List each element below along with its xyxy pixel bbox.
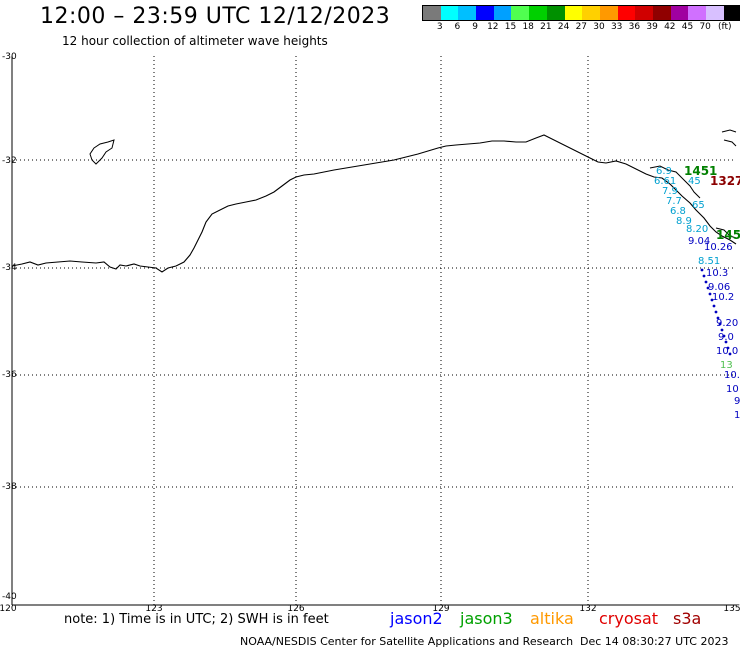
legend-label: 6 bbox=[454, 22, 461, 32]
lat-tick-34: -34 bbox=[2, 263, 17, 273]
track-time-label: 1451 bbox=[684, 164, 718, 178]
legend-sat-jason3: jason3 bbox=[460, 609, 513, 628]
color-scale-labels: 3 6 9 12 15 18 21 24 27 30 33 36 39 42 45 70 bbox=[422, 22, 732, 34]
wave-height-value: 65 bbox=[692, 200, 705, 211]
wave-height-value: 6.61 bbox=[654, 176, 677, 187]
generation-timestamp: Dec 14 08:30:27 UTC 2023 bbox=[580, 635, 729, 648]
legend-swatch bbox=[635, 6, 653, 20]
legend-label: 42 bbox=[664, 22, 676, 32]
legend-swatch bbox=[493, 6, 512, 20]
legend-label: 36 bbox=[628, 22, 641, 32]
legend-swatch bbox=[599, 6, 618, 20]
legend-label: 18 bbox=[522, 22, 534, 32]
legend-sat-jason2: jason2 bbox=[390, 609, 443, 628]
legend-swatch bbox=[546, 6, 565, 20]
wave-height-value: 8.51 bbox=[698, 256, 721, 267]
wave-height-value: 8.20 bbox=[686, 224, 709, 235]
legend-label: 24 bbox=[557, 22, 570, 32]
lon-tick-135: 135 bbox=[723, 604, 740, 614]
lat-tick-32: -32 bbox=[2, 156, 17, 166]
legend-swatch bbox=[688, 6, 706, 20]
wave-height-value: 10.0 bbox=[716, 346, 739, 357]
legend-swatch bbox=[458, 6, 477, 20]
legend-swatch bbox=[723, 6, 740, 20]
wave-height-value: 10.26 bbox=[704, 242, 733, 253]
legend-label: 15 bbox=[504, 22, 517, 32]
legend-swatch bbox=[423, 6, 441, 20]
coastline bbox=[11, 134, 737, 273]
legend-label: 30 bbox=[593, 22, 605, 32]
lat-tick-36: -36 bbox=[2, 370, 17, 380]
lon-tick-132: 132 bbox=[579, 604, 597, 614]
legend-label: 33 bbox=[610, 22, 623, 32]
gulf-coast-2 bbox=[715, 227, 737, 239]
wave-height-value: 10 bbox=[726, 384, 739, 395]
legend-swatch bbox=[706, 6, 724, 20]
wave-height-value: 45 bbox=[688, 176, 701, 187]
map-grid bbox=[12, 56, 736, 605]
legend-swatch bbox=[582, 6, 600, 20]
legend-label: 39 bbox=[646, 22, 658, 32]
wave-height-value: 7.7 bbox=[666, 196, 682, 207]
lat-tick-30: -30 bbox=[2, 52, 17, 62]
legend-label: 27 bbox=[575, 22, 588, 32]
legend-swatch bbox=[617, 6, 636, 20]
lon-tick-129: 129 bbox=[432, 604, 450, 614]
legend-swatch bbox=[476, 6, 494, 20]
color-scale-unit: (ft) bbox=[718, 22, 732, 32]
satellite-track-points bbox=[700, 268, 732, 356]
wave-height-value: 9 bbox=[734, 396, 740, 407]
legend-swatch bbox=[511, 6, 530, 20]
wave-height-value: 7.9 bbox=[662, 186, 678, 197]
legend-label: 3 bbox=[436, 22, 443, 32]
legend-label: 45 bbox=[681, 22, 694, 32]
lon-tick-120: 120 bbox=[0, 604, 17, 614]
wave-height-value: 9.0 bbox=[718, 332, 734, 343]
legend-sat-cryosat: cryosat bbox=[599, 609, 659, 628]
legend-swatch bbox=[652, 6, 671, 20]
legend-sat-s3a: s3a bbox=[673, 609, 702, 628]
wave-height-value: 1 bbox=[734, 410, 740, 421]
legend-label: 21 bbox=[540, 22, 552, 32]
wave-height-value: 9.20 bbox=[716, 318, 739, 329]
wave-height-value: 9.04 bbox=[688, 236, 711, 247]
lon-tick-126: 126 bbox=[287, 604, 305, 614]
lat-tick-40: -40 bbox=[2, 592, 17, 602]
wave-height-value: 13 bbox=[720, 360, 733, 371]
wave-height-value: 10. bbox=[724, 370, 740, 381]
legend-swatch bbox=[440, 6, 459, 20]
legend-label: 12 bbox=[487, 22, 499, 32]
wave-height-value: 10.3 bbox=[706, 268, 729, 279]
map-subtitle: 12 hour collection of altimeter wave hei… bbox=[62, 34, 328, 48]
wave-height-value: 10.2 bbox=[712, 292, 735, 303]
legend-label: 70 bbox=[699, 22, 711, 32]
lon-tick-123: 123 bbox=[145, 604, 163, 614]
footer-note: note: 1) Time is in UTC; 2) SWH is in fe… bbox=[64, 612, 329, 627]
track-time-label: 1452 bbox=[716, 228, 740, 242]
gulf-coast bbox=[649, 165, 701, 199]
lat-tick-38: -38 bbox=[2, 482, 17, 492]
legend-swatch bbox=[529, 6, 547, 20]
island-east-edge bbox=[721, 129, 737, 147]
island-recherche bbox=[89, 139, 115, 165]
wave-height-value: 9.06 bbox=[708, 282, 731, 293]
track-time-label: 1327 bbox=[710, 174, 740, 188]
legend-label: 9 bbox=[472, 22, 478, 32]
color-scale-legend bbox=[422, 5, 740, 21]
wave-height-value: 8.9 bbox=[676, 216, 692, 227]
wave-height-value: 6.9 bbox=[656, 166, 672, 177]
legend-sat-altika: altika bbox=[530, 609, 574, 628]
credit-line: NOAA/NESDIS Center for Satellite Applica… bbox=[240, 635, 574, 648]
legend-swatch bbox=[670, 6, 689, 20]
legend-swatch bbox=[564, 6, 583, 20]
map-frame bbox=[11, 56, 736, 606]
map-title: 12:00 – 23:59 UTC 12/12/2023 bbox=[40, 4, 391, 29]
wave-height-value: 6.8 bbox=[670, 206, 686, 217]
